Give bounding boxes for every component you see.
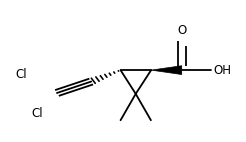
Text: O: O xyxy=(177,24,186,37)
Polygon shape xyxy=(151,66,182,75)
Text: Cl: Cl xyxy=(31,107,43,120)
Text: Cl: Cl xyxy=(16,68,27,81)
Text: OH: OH xyxy=(214,64,231,77)
